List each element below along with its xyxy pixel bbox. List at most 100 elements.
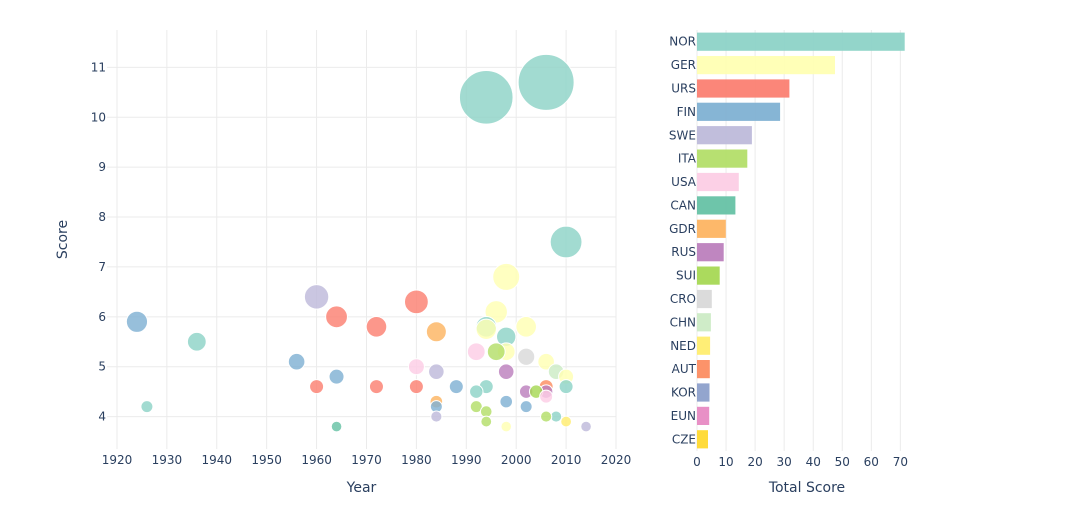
scatter-point[interactable] <box>125 310 149 333</box>
scatter-point[interactable] <box>186 331 207 352</box>
bar-gridlines <box>696 30 901 451</box>
bar[interactable] <box>697 56 835 75</box>
scatter-point[interactable] <box>540 410 553 423</box>
bar-x-tick-label: 0 <box>693 455 701 469</box>
bar[interactable] <box>697 430 708 449</box>
bar[interactable] <box>697 102 781 121</box>
scatter-point[interactable] <box>499 394 514 409</box>
bar[interactable] <box>697 360 710 379</box>
bar[interactable] <box>697 266 720 285</box>
scatter-x-tick-label: 1970 <box>351 453 382 467</box>
bar-series <box>697 32 905 449</box>
bar[interactable] <box>697 149 748 168</box>
bar[interactable] <box>697 126 752 145</box>
scatter-point[interactable] <box>428 363 445 380</box>
bar-category-label: CZE <box>672 432 696 446</box>
bar[interactable] <box>697 32 905 51</box>
bar-category-label: CHN <box>670 315 696 329</box>
bar-category-label: EUN <box>671 409 696 423</box>
bar[interactable] <box>697 196 736 215</box>
scatter-point[interactable] <box>519 400 533 414</box>
scatter-point[interactable] <box>580 420 592 433</box>
scatter-point[interactable] <box>549 225 583 259</box>
scatter-y-tick-label: 6 <box>98 310 106 324</box>
scatter-y-tick-label: 10 <box>91 110 106 124</box>
scatter-point[interactable] <box>330 420 343 433</box>
scatter-point[interactable] <box>469 384 484 399</box>
scatter-point[interactable] <box>558 379 574 395</box>
scatter-y-ticks: 4 5 6 7 8 9 10 11 <box>91 60 106 423</box>
scatter-x-tick-label: 2020 <box>601 453 632 467</box>
bar-x-tick-label: 10 <box>718 455 733 469</box>
scatter-point[interactable] <box>480 415 493 428</box>
scatter-point[interactable] <box>486 342 506 362</box>
bar[interactable] <box>697 406 710 425</box>
scatter-x-tick-label: 1950 <box>251 453 282 467</box>
scatter-point[interactable] <box>430 410 443 423</box>
scatter-point[interactable] <box>492 262 521 291</box>
bar-category-label: NOR <box>669 35 696 49</box>
bar-category-label: GER <box>671 58 696 72</box>
scatter-point[interactable] <box>303 284 330 310</box>
scatter-x-tick-label: 1940 <box>202 453 233 467</box>
scatter-x-tick-label: 1930 <box>152 453 183 467</box>
scatter-y-tick-label: 5 <box>98 360 106 374</box>
scatter-y-tick-label: 4 <box>98 410 106 424</box>
scatter-point[interactable] <box>287 352 306 371</box>
scatter-x-tick-label: 1920 <box>102 453 133 467</box>
bar-category-label: GDR <box>669 222 696 236</box>
bar[interactable] <box>697 289 712 309</box>
bar-x-tick-label: 50 <box>835 455 850 469</box>
scatter-y-tick-label: 9 <box>98 160 106 174</box>
bar[interactable] <box>697 219 726 238</box>
bar[interactable] <box>697 243 724 262</box>
scatter-point[interactable] <box>497 363 515 380</box>
scatter-point[interactable] <box>517 347 536 366</box>
scatter-point[interactable] <box>368 379 384 395</box>
bar-x-tick-label: 60 <box>864 455 879 469</box>
scatter-point[interactable] <box>560 415 572 428</box>
scatter-point[interactable] <box>458 70 514 125</box>
scatter-point[interactable] <box>328 368 345 385</box>
bar[interactable] <box>697 336 711 355</box>
bar[interactable] <box>697 79 790 98</box>
scatter-point[interactable] <box>408 379 424 395</box>
scatter-point[interactable] <box>475 318 497 340</box>
scatter-x-ticks: 1920 1930 1940 1950 1960 1970 1980 1990 2000 2010… <box>102 453 632 467</box>
scatter-point[interactable] <box>515 315 537 338</box>
scatter-point[interactable] <box>407 358 425 376</box>
bar-x-tick-label: 70 <box>893 455 908 469</box>
scatter-point[interactable] <box>325 305 348 329</box>
bar[interactable] <box>697 313 711 332</box>
scatter-y-tick-label: 7 <box>98 260 106 274</box>
bar-category-label: FIN <box>677 105 696 119</box>
scatter-x-tick-label: 1980 <box>401 453 432 467</box>
scatter-point[interactable] <box>479 405 493 418</box>
scatter-point[interactable] <box>469 400 483 414</box>
bar-category-label: CAN <box>670 198 696 212</box>
bar-category-label: USA <box>671 175 697 189</box>
scatter-point[interactable] <box>517 53 575 111</box>
scatter-x-axis-title: Year <box>346 480 377 496</box>
scatter-point[interactable] <box>448 379 464 395</box>
bar-category-label: SWE <box>669 128 696 142</box>
bar-category-label: RUS <box>671 245 696 259</box>
scatter-point[interactable] <box>403 289 429 315</box>
scatter-point[interactable] <box>500 420 513 433</box>
scatter-point[interactable] <box>466 342 486 362</box>
scatter-point[interactable] <box>365 315 388 338</box>
bar-category-label: URS <box>671 81 696 95</box>
scatter-point[interactable] <box>425 321 447 343</box>
bar-x-tick-label: 40 <box>806 455 821 469</box>
bar[interactable] <box>697 172 739 192</box>
scatter-point[interactable] <box>140 400 154 414</box>
scatter-point[interactable] <box>539 389 554 404</box>
scatter-point[interactable] <box>309 379 325 395</box>
bar[interactable] <box>697 383 710 402</box>
bar-category-label: AUT <box>672 362 697 376</box>
bar-x-axis-title: Total Score <box>768 480 845 496</box>
bar-category-label: NED <box>670 339 696 353</box>
bar-x-ticks: 0 10 20 30 40 50 60 70 <box>693 455 908 469</box>
scatter-x-tick-label: 2000 <box>501 453 532 467</box>
